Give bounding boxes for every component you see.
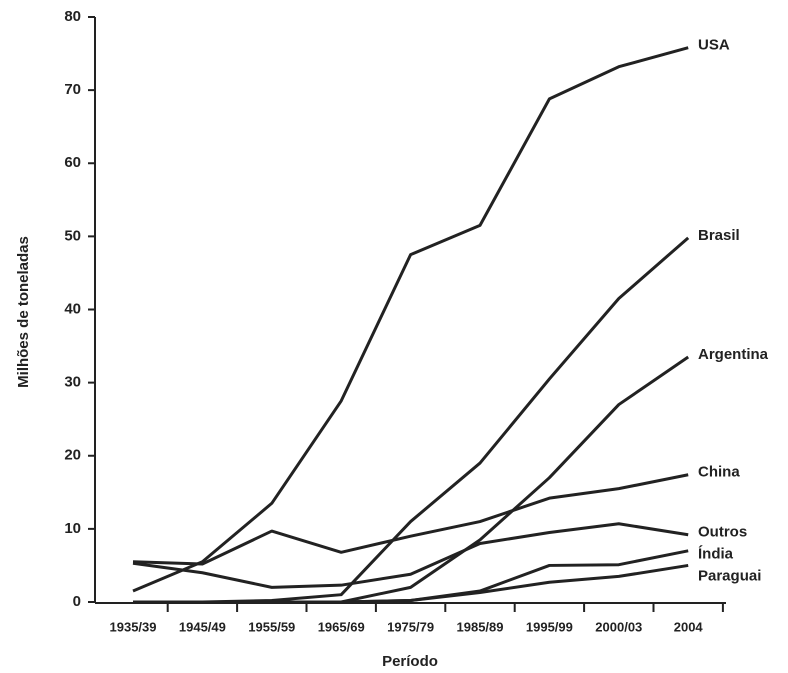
series-label: China <box>698 464 740 481</box>
x-tick-label: 1945/49 <box>179 619 226 634</box>
series-label: Outros <box>698 524 747 541</box>
y-tick-label: 60 <box>64 154 81 171</box>
series-line <box>132 473 689 566</box>
x-axis-title: Período <box>382 653 438 670</box>
series-label: Paraguai <box>698 568 761 585</box>
x-tick-label: 1985/89 <box>457 619 504 634</box>
y-tick-label: 0 <box>73 593 81 610</box>
y-tick-label: 80 <box>64 8 81 25</box>
x-tick-label: 1935/39 <box>110 619 157 634</box>
y-tick-label: 70 <box>64 81 81 98</box>
x-tick-label: 2004 <box>674 619 704 634</box>
series-line <box>132 46 689 593</box>
series-label: Argentina <box>698 346 769 363</box>
y-axis-title: Milhões de toneladas <box>15 236 32 388</box>
series-line <box>133 563 689 604</box>
x-tick-label: 1965/69 <box>318 619 365 634</box>
y-tick-label: 40 <box>64 300 81 317</box>
y-tick-label: 10 <box>64 520 81 537</box>
x-tick-label: 1995/99 <box>526 619 573 634</box>
y-tick-label: 20 <box>64 447 81 464</box>
x-tick-label: 1975/79 <box>387 619 434 634</box>
series-label: Índia <box>698 546 734 563</box>
x-tick-label: 2000/03 <box>595 619 642 634</box>
series-label: Brasil <box>698 227 740 244</box>
series-line <box>132 522 689 589</box>
y-tick-label: 50 <box>64 227 81 244</box>
x-tick-label: 1955/59 <box>248 619 295 634</box>
series-label: USA <box>698 37 730 54</box>
y-tick-label: 30 <box>64 374 81 391</box>
